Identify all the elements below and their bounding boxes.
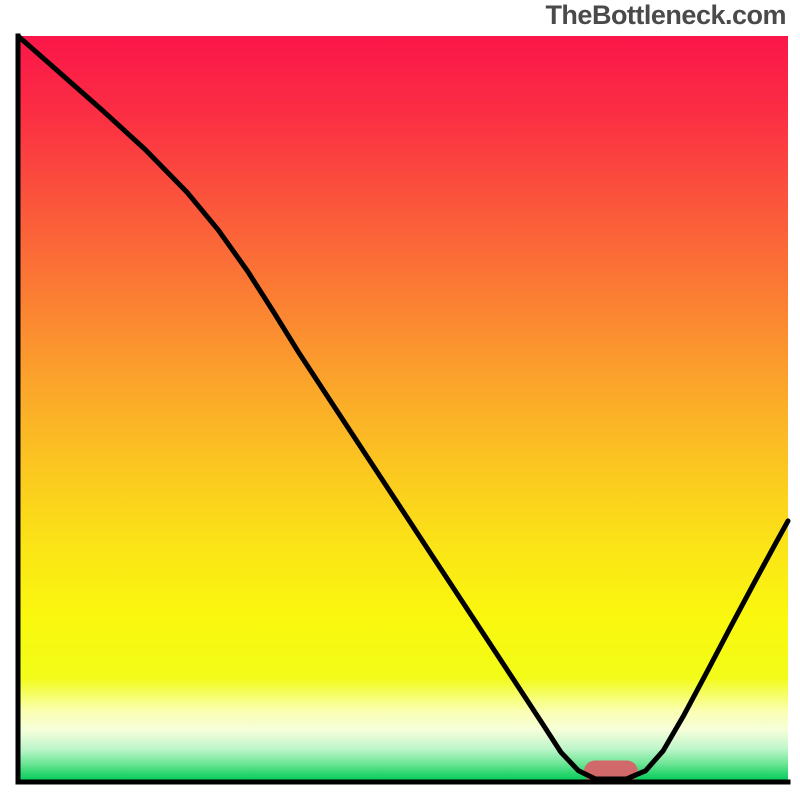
chart-svg (0, 0, 800, 800)
plot-background (18, 36, 788, 782)
chart-frame: TheBottleneck.com (0, 0, 800, 800)
